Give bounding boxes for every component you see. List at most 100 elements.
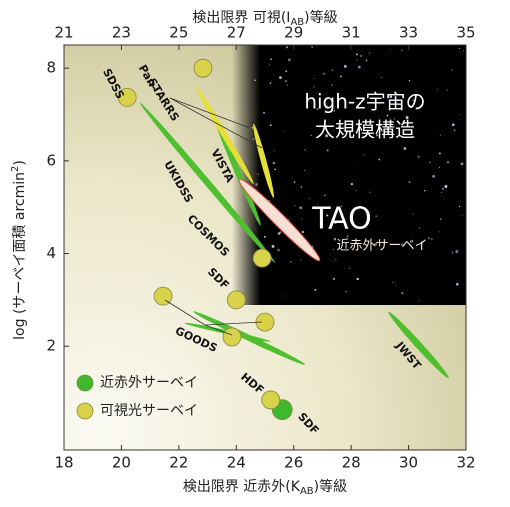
star — [324, 194, 326, 197]
star — [345, 291, 347, 293]
label-part: AB — [290, 17, 304, 28]
star — [300, 259, 302, 261]
star — [375, 215, 378, 218]
star — [355, 190, 357, 192]
star — [263, 235, 266, 238]
star — [309, 197, 310, 199]
star — [282, 295, 284, 297]
star — [390, 48, 392, 50]
survey-point — [222, 327, 242, 347]
star — [418, 227, 421, 229]
star — [255, 183, 258, 186]
star — [285, 46, 288, 49]
star — [424, 190, 426, 192]
star — [438, 166, 441, 169]
x-tick-label: 32 — [456, 454, 475, 472]
star — [290, 261, 292, 263]
star — [458, 205, 461, 208]
inset-subtitle: 近赤外サーベイ — [336, 239, 427, 254]
star — [412, 213, 414, 215]
star — [287, 58, 291, 62]
label-part: 検出限界 近赤外(K — [183, 479, 301, 495]
star — [459, 47, 461, 49]
star — [427, 237, 431, 240]
star — [304, 170, 306, 172]
survey-point — [252, 248, 272, 268]
star — [401, 243, 404, 246]
star — [444, 185, 448, 189]
star — [438, 231, 440, 233]
star — [269, 124, 272, 127]
star — [263, 111, 265, 114]
x-tick-label: 24 — [227, 454, 246, 472]
star — [311, 46, 314, 48]
star — [405, 116, 409, 119]
survey-region — [213, 114, 261, 226]
legend-label: 近赤外サーベイ — [100, 375, 198, 391]
star — [420, 241, 424, 244]
star — [461, 215, 463, 217]
survey-point — [193, 58, 213, 78]
star — [310, 134, 312, 136]
star — [322, 72, 326, 75]
star — [455, 250, 459, 253]
star — [355, 53, 358, 56]
star — [301, 230, 304, 234]
star — [418, 300, 420, 302]
star — [317, 204, 319, 206]
y-tick-label: 2 — [46, 337, 56, 355]
inset-name: TAO — [311, 202, 372, 237]
inset-title: 大規模構造 — [315, 118, 415, 142]
star — [401, 49, 403, 52]
label-part: 2 — [10, 166, 21, 172]
label-part: AB — [300, 486, 314, 497]
star — [442, 187, 445, 190]
star — [441, 192, 443, 194]
star — [357, 65, 361, 69]
star — [393, 118, 396, 120]
star — [463, 50, 465, 52]
star — [368, 52, 371, 54]
star — [386, 114, 389, 117]
y-tick-label: 6 — [46, 151, 56, 169]
star — [446, 89, 448, 91]
survey-region — [140, 102, 276, 263]
star — [392, 281, 394, 283]
star — [360, 55, 362, 57]
star — [284, 79, 288, 83]
star — [369, 191, 371, 193]
star — [332, 248, 334, 251]
star — [326, 214, 329, 217]
star — [346, 235, 349, 237]
x-tick-label: 26 — [284, 454, 303, 472]
star — [252, 138, 255, 141]
star — [273, 150, 275, 152]
star — [451, 123, 455, 127]
star — [417, 155, 420, 158]
x-tick-label: 30 — [399, 454, 418, 472]
star — [270, 58, 272, 61]
y-axis-label: log (サーベイ面積 arcmin2) — [10, 160, 28, 340]
y-tick-label: 4 — [46, 244, 56, 262]
star — [430, 238, 433, 241]
star — [301, 218, 303, 220]
star — [432, 175, 435, 178]
leader-line — [204, 324, 233, 336]
x2-tick-label: 23 — [112, 24, 131, 42]
star — [300, 186, 303, 188]
star — [357, 208, 359, 210]
legend-label: 可視光サーベイ — [100, 403, 198, 419]
star — [436, 89, 438, 91]
survey-point — [153, 286, 173, 306]
star — [293, 181, 296, 183]
star — [268, 63, 271, 66]
star — [428, 161, 431, 164]
star — [412, 99, 414, 102]
leader-line — [164, 299, 206, 326]
y-tick-label: 8 — [46, 59, 56, 77]
inset-background — [232, 45, 466, 305]
star — [378, 158, 381, 161]
star — [271, 245, 275, 248]
label-part: log (サーベイ面積 arcmin — [12, 172, 28, 340]
star — [401, 292, 404, 295]
